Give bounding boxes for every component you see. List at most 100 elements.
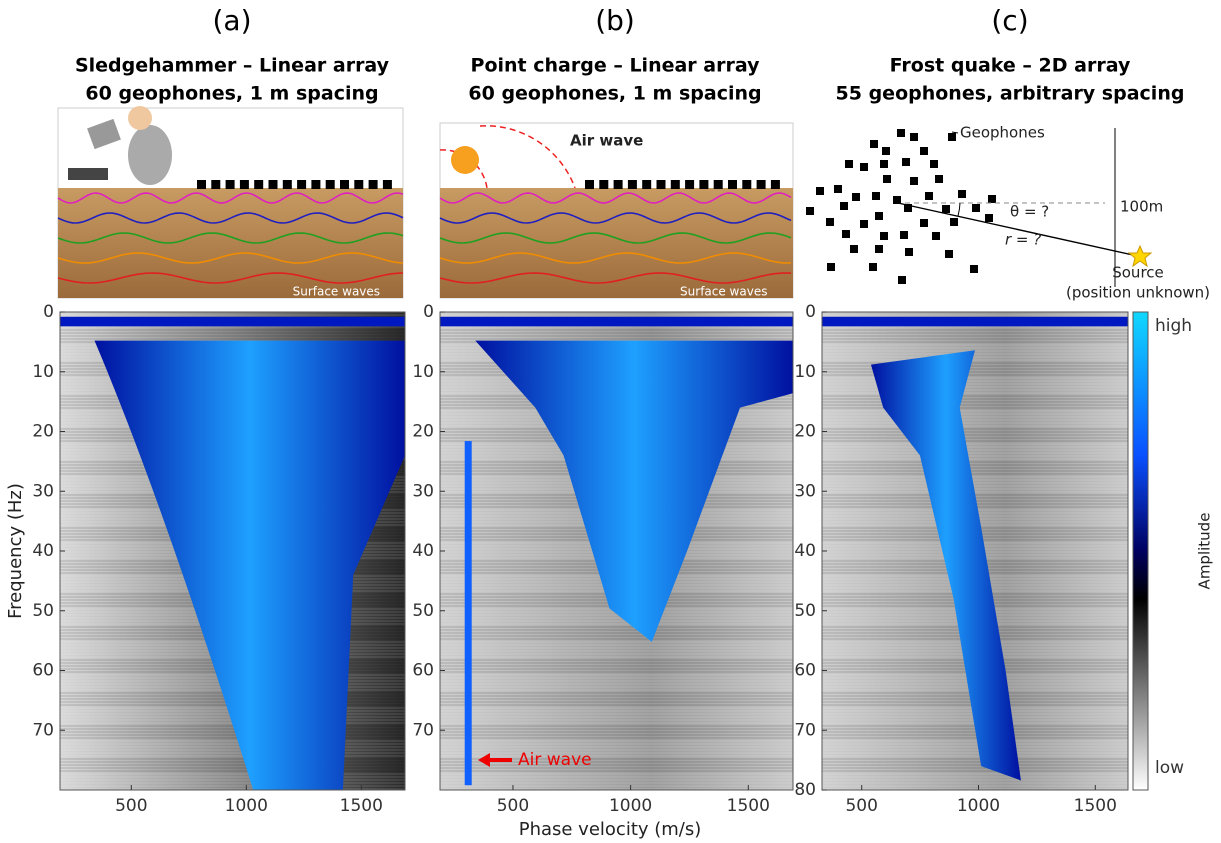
geophone <box>875 245 883 253</box>
geophone <box>883 175 891 183</box>
geophone <box>382 180 392 189</box>
geophone <box>897 129 905 137</box>
y-tick-label: 40 <box>794 541 816 561</box>
geophone <box>860 220 868 228</box>
y-tick-label: 10 <box>32 362 54 382</box>
y-tick-label: 20 <box>32 422 54 442</box>
geophone <box>985 214 993 222</box>
surface-wave <box>57 232 404 244</box>
top-band <box>822 316 1128 327</box>
geophone <box>756 180 766 189</box>
y-tick-label: 10 <box>412 362 434 382</box>
y-axis-label: Frequency (Hz) <box>5 483 26 619</box>
panel-title: Point charge – Linear array <box>471 55 761 77</box>
geophone <box>806 207 814 215</box>
dispersion-band <box>870 350 1021 781</box>
explosion <box>451 146 479 174</box>
geophone <box>882 147 890 155</box>
colorbar-high: high <box>1155 316 1192 336</box>
geophone <box>970 265 978 273</box>
panel-label: (b) <box>595 4 635 37</box>
geophone <box>872 192 880 200</box>
geophone <box>297 180 307 189</box>
surface-wave <box>57 252 404 264</box>
geophone <box>902 158 910 166</box>
geophone <box>834 185 842 193</box>
source-star <box>1127 244 1153 268</box>
geophone <box>656 180 666 189</box>
geophone <box>254 180 264 189</box>
colorbar-label: Amplitude <box>1196 513 1214 590</box>
y-tick-label: 50 <box>794 601 816 621</box>
y-tick-label: 50 <box>412 601 434 621</box>
geophone <box>972 204 980 212</box>
dispersion-band <box>94 340 405 790</box>
geophone <box>893 196 901 204</box>
geophone <box>770 180 780 189</box>
y-tick-label: 10 <box>794 362 816 382</box>
geophone <box>282 180 292 189</box>
geophone <box>942 205 950 213</box>
geophone <box>742 180 752 189</box>
geophone <box>950 218 958 226</box>
y-tick-label: 40 <box>412 541 434 561</box>
surface-wave <box>57 192 404 204</box>
geophone <box>728 180 737 189</box>
surface-wave <box>439 252 792 264</box>
top-band <box>440 316 793 327</box>
panel-title: Sledgehammer – Linear array <box>75 55 390 77</box>
y-tick-label: 30 <box>794 481 816 501</box>
x-tick-label: 1000 <box>225 796 268 816</box>
y-tick-label: 70 <box>794 720 816 740</box>
geophone <box>988 195 996 203</box>
air-wave-band <box>464 441 472 786</box>
y-tick-label: 30 <box>412 481 434 501</box>
geophone <box>613 180 623 189</box>
y-tick-label: 20 <box>794 422 816 442</box>
angle-label: θ = ? <box>1010 203 1049 221</box>
ray <box>897 202 1134 256</box>
geophone <box>900 231 908 239</box>
surface-wave <box>439 192 792 204</box>
ground-note: Surface waves <box>680 285 767 299</box>
surface-wave <box>439 272 792 284</box>
geophone <box>948 133 956 141</box>
geophone <box>930 160 938 168</box>
geophone <box>354 180 364 189</box>
geophone <box>816 187 824 195</box>
geophone <box>197 180 206 189</box>
geophone <box>840 202 848 210</box>
geophone <box>860 163 868 171</box>
geophone <box>925 192 933 200</box>
geophone <box>910 133 918 141</box>
y-tick-label: 70 <box>412 720 434 740</box>
y-tick-label: 0 <box>43 302 54 322</box>
top-band <box>60 316 405 327</box>
dispersion-band <box>475 340 793 642</box>
colorbar <box>1132 311 1149 791</box>
geophone <box>842 230 850 238</box>
geophone <box>211 180 221 189</box>
geophone <box>945 250 953 258</box>
air-wave-label: Air wave <box>570 132 643 150</box>
x-tick-label: 1000 <box>609 796 652 816</box>
x-tick-label: 500 <box>497 796 529 816</box>
geophone <box>368 180 378 189</box>
panel-subtitle: 55 geophones, arbitrary spacing <box>836 83 1185 105</box>
geophone <box>268 180 278 189</box>
geophone <box>699 180 709 189</box>
y-tick-label: 40 <box>32 541 54 561</box>
y-tick-label: 0 <box>423 302 434 322</box>
person-head <box>128 106 152 130</box>
geophone <box>850 245 858 253</box>
air-front <box>479 125 576 189</box>
pointer <box>951 131 959 134</box>
geophone <box>827 263 835 271</box>
air-wave-arrow-label: Air wave <box>518 750 592 770</box>
geophone <box>875 212 883 220</box>
geophone <box>826 218 834 226</box>
geophone <box>585 180 594 189</box>
x-tick-label: 500 <box>115 796 147 816</box>
geophone <box>898 276 906 284</box>
y-tick-label: 60 <box>794 661 816 681</box>
